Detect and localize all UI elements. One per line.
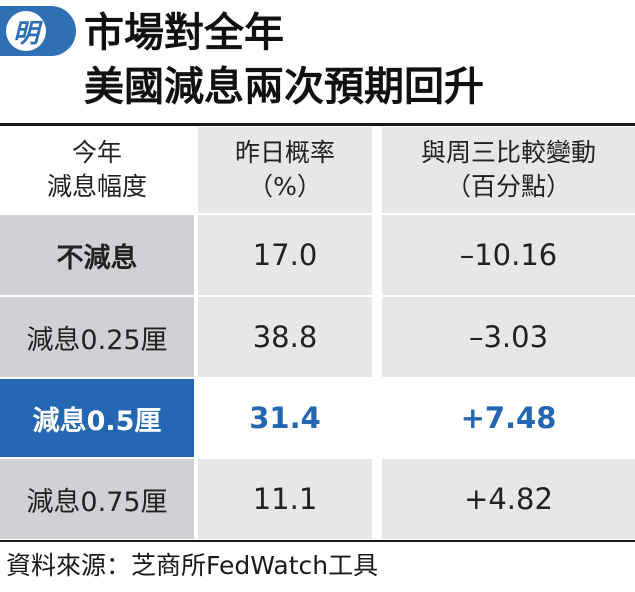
logo-mark: 明 (6, 11, 46, 51)
bottom-rule (0, 540, 635, 542)
column-header-line: 昨日概率 (234, 138, 335, 167)
change-value: –10.16 (382, 215, 635, 295)
probability-value: 38.8 (198, 297, 372, 377)
column-header-cut-size: 今年 減息幅度 (0, 127, 194, 213)
change-value-highlight: +7.48 (382, 379, 635, 457)
title-line-2: 美國減息兩次預期回升 (84, 64, 484, 110)
row-label: 不減息 (0, 215, 194, 295)
probability-value-highlight: 31.4 (198, 379, 372, 457)
column-header-probability: 昨日概率 （%） (198, 127, 372, 213)
column-header-line: 減息幅度 (46, 172, 147, 201)
column-header-line: （%） (248, 172, 322, 201)
title-line-1: 市場對全年 (84, 10, 284, 56)
newspaper-logo: 明 (0, 6, 76, 56)
chart-title: 市場對全年 美國減息兩次預期回升 (84, 6, 629, 114)
probability-value: 11.1 (198, 459, 372, 539)
top-rule (0, 123, 635, 126)
column-header-change: 與周三比較變動 （百分點） (382, 127, 635, 213)
source-note: 資料來源：芝商所FedWatch工具 (6, 551, 379, 580)
row-label-highlight: 減息0.5厘 (0, 379, 194, 457)
probability-value: 17.0 (198, 215, 372, 295)
column-header-line: （百分點） (445, 172, 571, 201)
row-label: 減息0.25厘 (0, 297, 194, 377)
row-label: 減息0.75厘 (0, 459, 194, 539)
column-header-line: 與周三比較變動 (420, 138, 596, 167)
change-value: +4.82 (382, 459, 635, 539)
column-header-line: 今年 (71, 138, 122, 167)
change-value: –3.03 (382, 297, 635, 377)
